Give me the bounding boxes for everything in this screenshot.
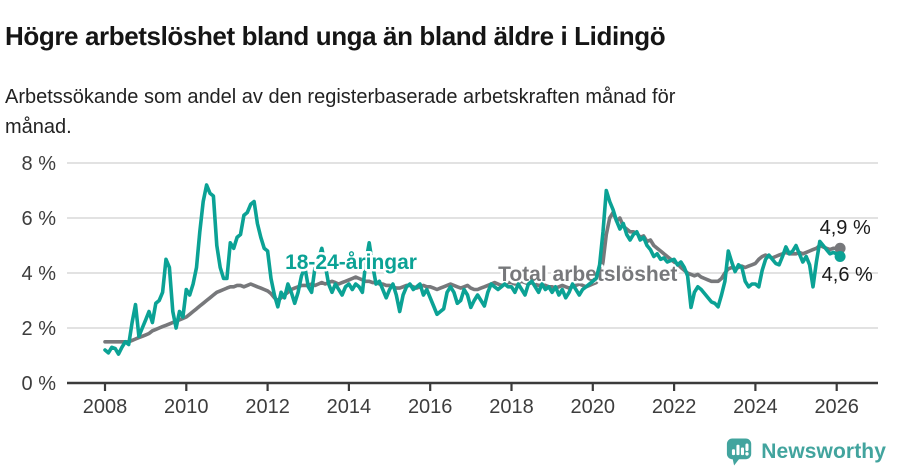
series-line-youth bbox=[103, 183, 842, 356]
x-axis-tick-label: 2010 bbox=[164, 396, 209, 418]
series-line-total bbox=[103, 210, 842, 344]
y-axis-tick-label: 4 % bbox=[22, 263, 57, 285]
x-axis-tick-label: 2022 bbox=[652, 396, 697, 418]
x-axis-tick-label: 2020 bbox=[571, 396, 616, 418]
x-axis-tick-label: 2026 bbox=[814, 396, 859, 418]
series-end-dot-youth bbox=[834, 251, 846, 262]
y-axis-tick-label: 2 % bbox=[22, 318, 57, 340]
x-axis-tick-label: 2012 bbox=[245, 396, 290, 418]
series-end-value-label-total: 4,9 % bbox=[820, 217, 871, 239]
x-axis-tick-label: 2014 bbox=[327, 396, 372, 418]
series-end-dot-total bbox=[834, 242, 846, 254]
page-subtitle: Arbetssökande som andel av den registerb… bbox=[5, 86, 676, 138]
x-axis-tick-label: 2024 bbox=[733, 396, 778, 418]
y-axis-tick-label: 0 % bbox=[22, 373, 57, 395]
newsworthy-logo: Newsworthy bbox=[726, 437, 886, 467]
x-axis-tick-label: 2008 bbox=[83, 396, 128, 418]
series-label-total: Total arbetslöshet bbox=[498, 263, 677, 286]
page-title: Högre arbetslöshet bland unga än bland ä… bbox=[5, 21, 666, 52]
series-end-value-label-youth: 4,6 % bbox=[822, 264, 873, 286]
newsworthy-logo-icon bbox=[727, 438, 752, 466]
x-axis-tick-label: 2018 bbox=[489, 396, 534, 418]
y-axis-tick-label: 8 % bbox=[22, 153, 57, 175]
series-label-youth: 18-24-åringar bbox=[285, 251, 417, 274]
newsworthy-logo-text: Newsworthy bbox=[761, 440, 886, 463]
y-axis-tick-label: 6 % bbox=[22, 208, 57, 230]
x-axis-tick-label: 2016 bbox=[408, 396, 453, 418]
